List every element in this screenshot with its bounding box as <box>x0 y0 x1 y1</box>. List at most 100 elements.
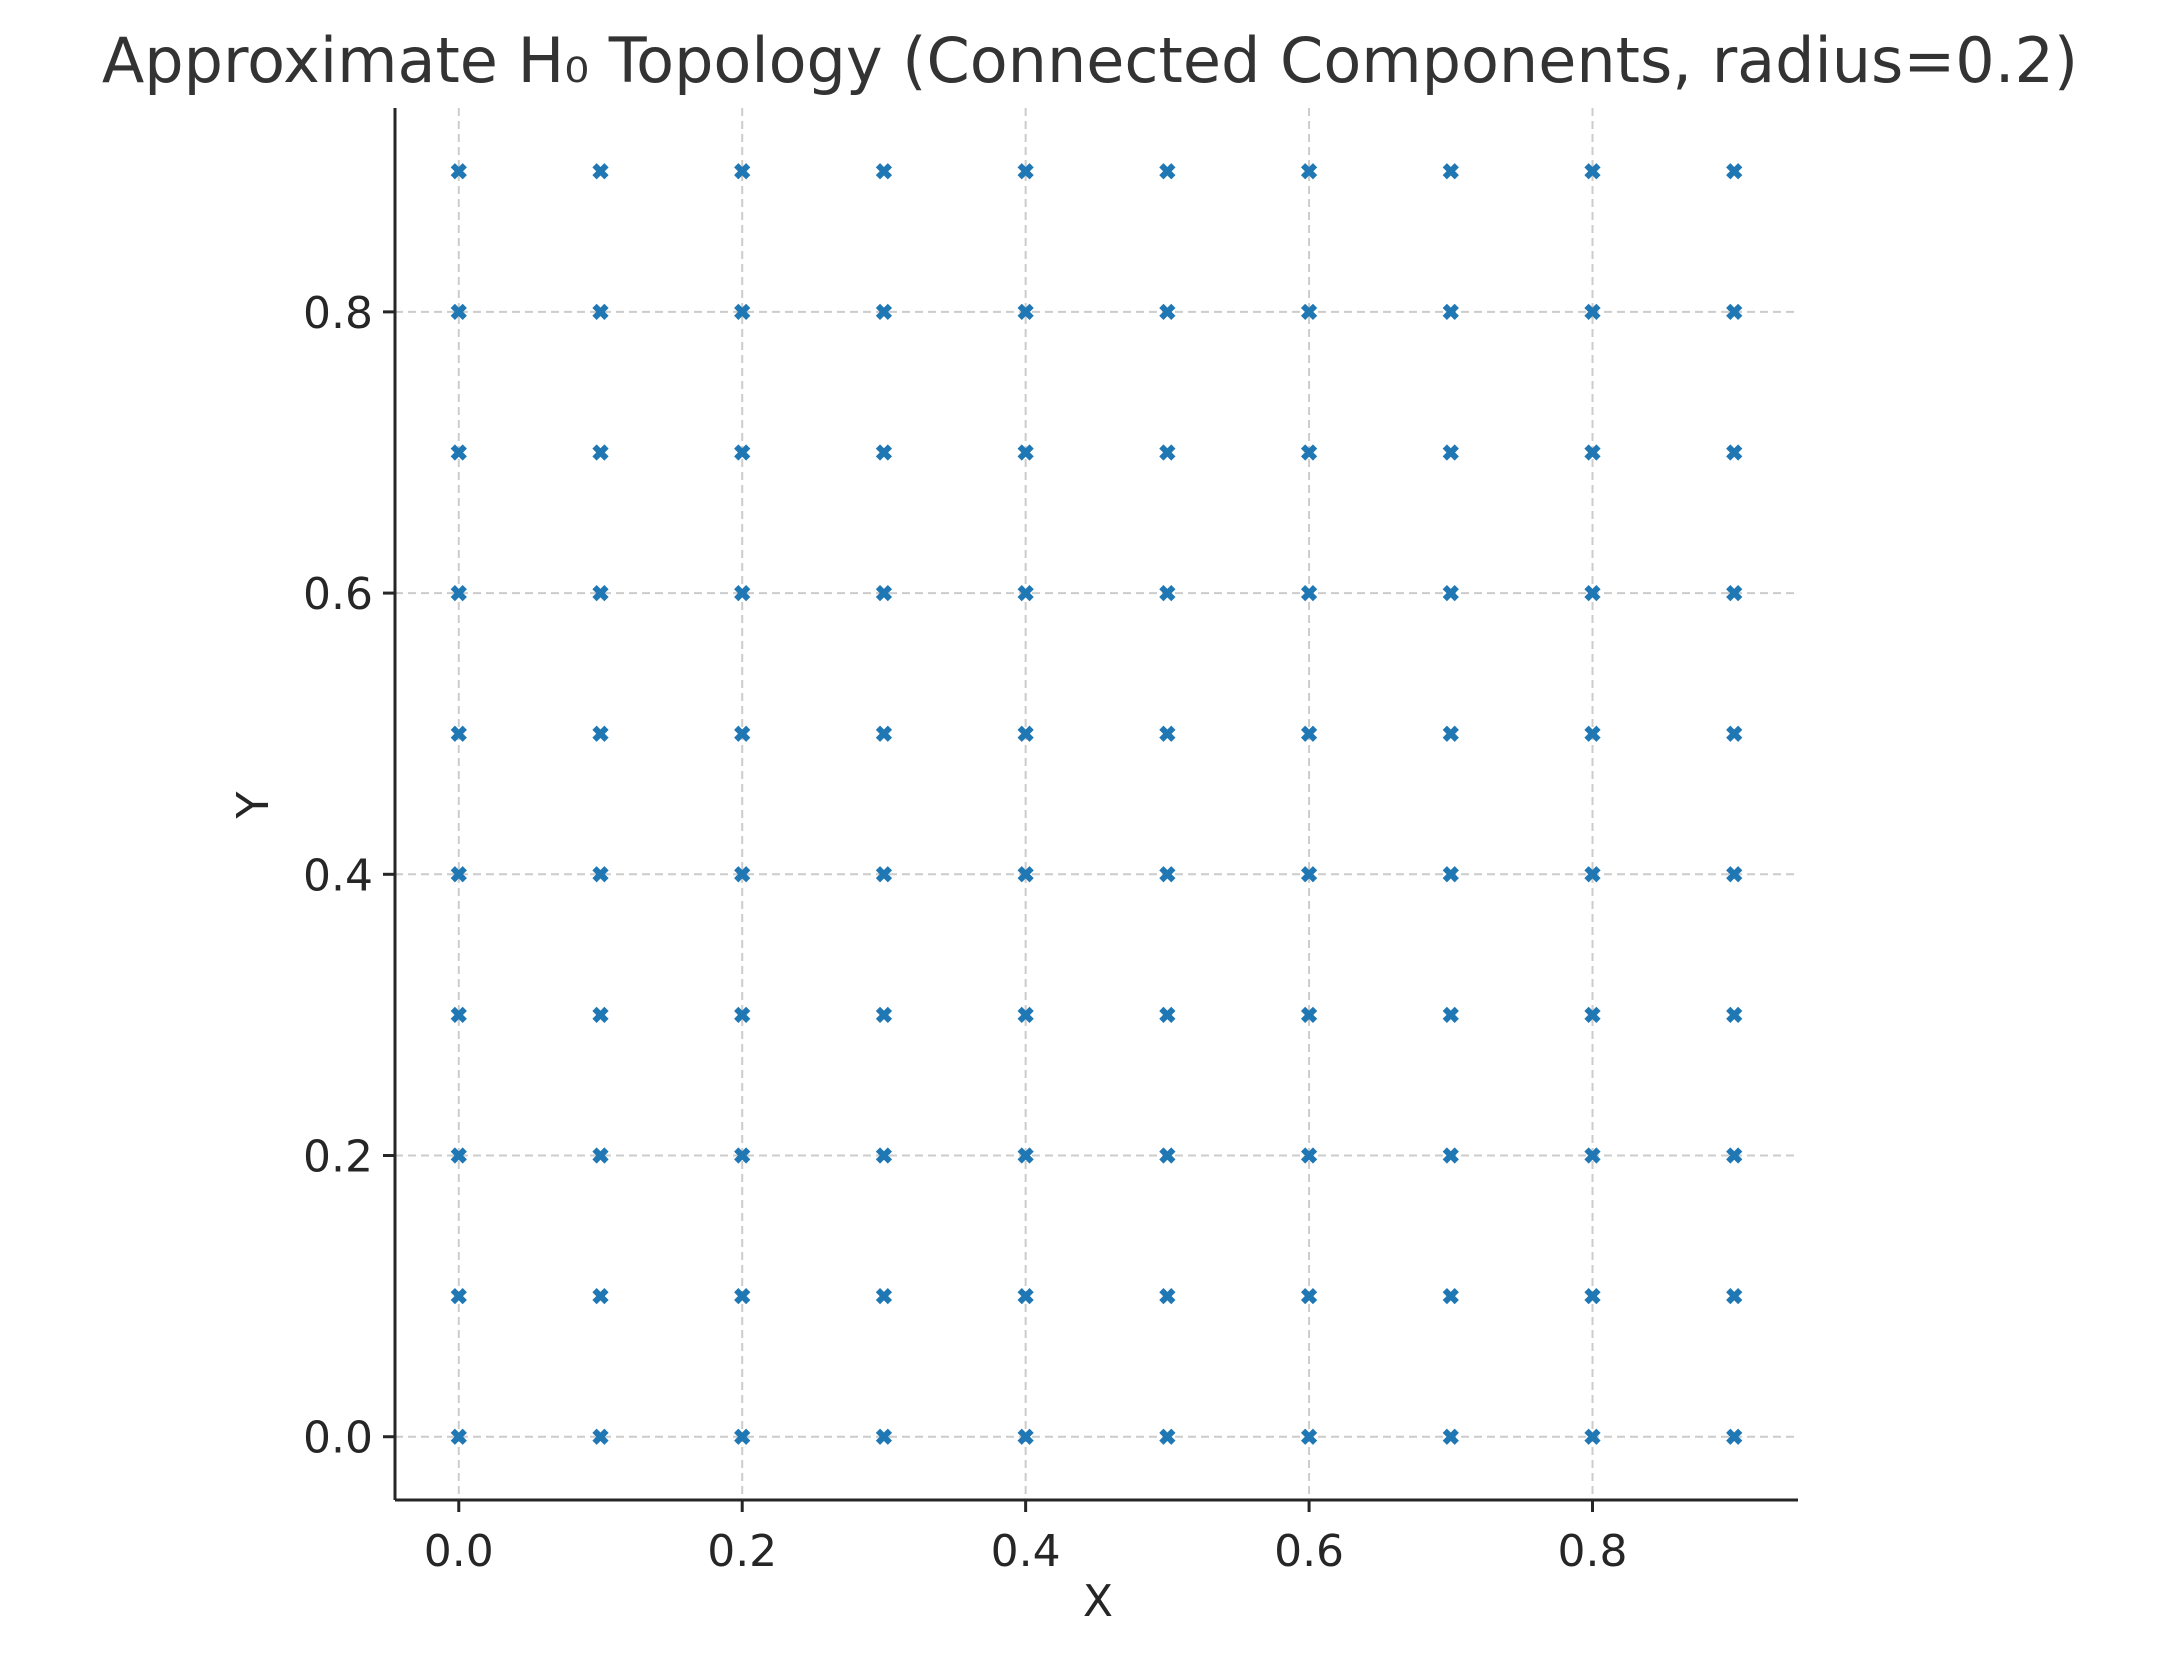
scatter-point-stroke <box>1442 163 1459 180</box>
scatter-point-stroke <box>875 1006 893 1024</box>
scatter-point-stroke <box>592 1287 609 1305</box>
scatter-point-stroke <box>1726 725 1743 742</box>
scatter-point-stroke <box>1017 1147 1034 1164</box>
scatter-point <box>1442 1287 1459 1305</box>
scatter-point-stroke <box>734 1147 751 1164</box>
scatter-point <box>1159 1006 1176 1024</box>
scatter-point <box>450 1006 467 1024</box>
scatter-point <box>1017 584 1034 602</box>
scatter-point <box>1726 1147 1743 1164</box>
scatter-point-stroke <box>592 163 609 180</box>
scatter-point <box>1300 1006 1318 1024</box>
scatter-point-stroke <box>592 866 609 883</box>
scatter-point <box>734 725 751 742</box>
scatter-point-stroke <box>734 303 751 321</box>
scatter-point <box>450 1147 467 1164</box>
scatter-point <box>734 584 751 602</box>
scatter-point <box>1584 1006 1601 1024</box>
scatter-point-stroke <box>592 1147 609 1164</box>
scatter-point <box>1726 444 1743 461</box>
scatter-point-stroke <box>1159 163 1176 180</box>
scatter-point <box>734 444 751 461</box>
scatter-point <box>450 584 467 602</box>
y-tick-label: 0.6 <box>303 569 373 620</box>
scatter-point-stroke <box>1017 163 1034 180</box>
scatter-point <box>1442 866 1459 883</box>
scatter-point-stroke <box>734 1006 751 1024</box>
scatter-point-stroke <box>450 866 467 883</box>
scatter-point <box>1300 163 1318 180</box>
scatter-point-stroke <box>450 1147 467 1164</box>
scatter-point-stroke <box>1159 1428 1176 1445</box>
scatter-point-stroke <box>1017 725 1034 742</box>
scatter-point-stroke <box>592 444 609 461</box>
scatter-point <box>1017 303 1034 321</box>
scatter-point <box>1159 866 1176 883</box>
scatter-point <box>734 1006 751 1024</box>
scatter-point-stroke <box>734 584 751 602</box>
scatter-point-stroke <box>734 444 751 461</box>
scatter-point <box>1159 584 1176 602</box>
scatter-point-stroke <box>875 444 893 461</box>
scatter-point <box>1584 584 1601 602</box>
scatter-point-stroke <box>1300 725 1318 742</box>
x-tick-label: 0.0 <box>424 1526 494 1577</box>
scatter-point <box>1584 1287 1601 1305</box>
scatter-point-stroke <box>1442 444 1459 461</box>
scatter-point-stroke <box>450 584 467 602</box>
scatter-point <box>875 1287 893 1305</box>
scatter-point <box>1584 163 1601 180</box>
grid-lines <box>395 108 1798 1500</box>
scatter-point <box>450 163 467 180</box>
scatter-point <box>1726 866 1743 883</box>
scatter-point <box>1442 1147 1459 1164</box>
scatter-point <box>875 444 893 461</box>
scatter-point <box>592 584 609 602</box>
scatter-point-stroke <box>1584 866 1601 883</box>
scatter-point <box>1442 303 1459 321</box>
scatter-point <box>450 444 467 461</box>
scatter-point-stroke <box>1726 1428 1743 1445</box>
scatter-point <box>592 1287 609 1305</box>
y-tick-label: 0.0 <box>303 1413 373 1464</box>
scatter-point-stroke <box>875 584 893 602</box>
scatter-point <box>592 1428 609 1445</box>
scatter-point <box>1584 725 1601 742</box>
scatter-point <box>1159 444 1176 461</box>
scatter-point-stroke <box>1159 1147 1176 1164</box>
scatter-point-stroke <box>450 303 467 321</box>
scatter-point-stroke <box>1300 303 1318 321</box>
scatter-point <box>875 866 893 883</box>
scatter-point-stroke <box>1584 303 1601 321</box>
scatter-point <box>450 303 467 321</box>
x-tick-label: 0.8 <box>1558 1526 1628 1577</box>
scatter-point <box>1300 1428 1318 1445</box>
scatter-point <box>1017 1147 1034 1164</box>
scatter-point-stroke <box>450 444 467 461</box>
scatter-point <box>1159 303 1176 321</box>
scatter-point <box>1300 725 1318 742</box>
scatter-point <box>875 1147 893 1164</box>
axes <box>383 108 1798 1512</box>
scatter-point-stroke <box>734 725 751 742</box>
scatter-point <box>1300 1287 1318 1305</box>
scatter-point <box>450 725 467 742</box>
scatter-point-stroke <box>734 1287 751 1305</box>
scatter-point-stroke <box>1442 1428 1459 1445</box>
scatter-point <box>1584 1147 1601 1164</box>
scatter-point-stroke <box>1159 866 1176 883</box>
scatter-point <box>1442 1006 1459 1024</box>
scatter-point <box>1726 725 1743 742</box>
scatter-point-stroke <box>450 725 467 742</box>
scatter-point <box>734 866 751 883</box>
scatter-point <box>1017 1287 1034 1305</box>
scatter-point <box>734 163 751 180</box>
scatter-point <box>1584 866 1601 883</box>
scatter-point <box>1300 584 1318 602</box>
scatter-point <box>1726 1287 1743 1305</box>
scatter-point-stroke <box>875 866 893 883</box>
scatter-point <box>875 1428 893 1445</box>
scatter-point-stroke <box>592 1428 609 1445</box>
